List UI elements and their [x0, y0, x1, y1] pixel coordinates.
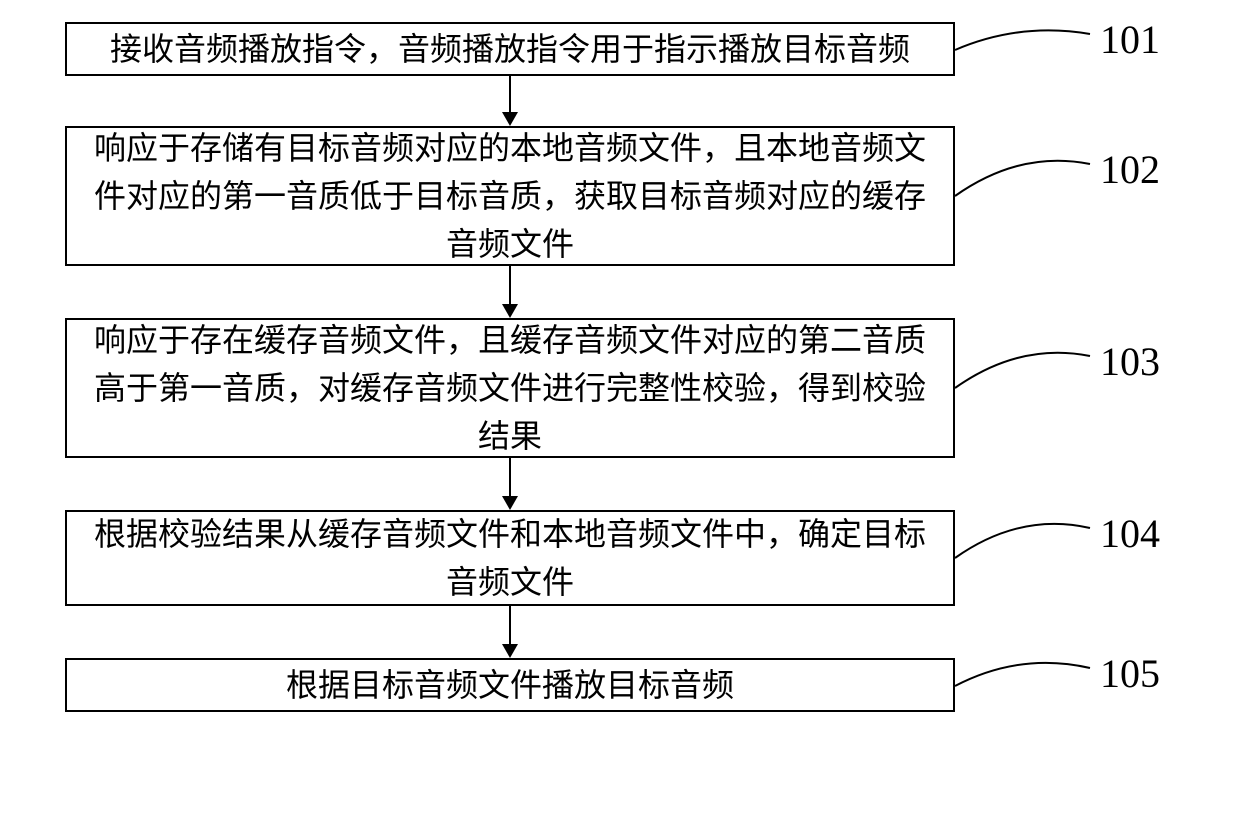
flowchart-canvas: 接收音频播放指令，音频播放指令用于指示播放目标音频 响应于存储有目标音频对应的本…	[0, 0, 1240, 820]
callout-1	[955, 30, 1090, 50]
step-label-105: 105	[1100, 650, 1160, 697]
flow-node-5-text: 根据目标音频文件播放目标音频	[286, 661, 734, 709]
flow-node-2: 响应于存储有目标音频对应的本地音频文件，且本地音频文件对应的第一音质低于目标音质…	[65, 126, 955, 266]
callout-5	[955, 663, 1090, 686]
flow-node-5: 根据目标音频文件播放目标音频	[65, 658, 955, 712]
step-label-103: 103	[1100, 338, 1160, 385]
flow-node-2-text: 响应于存储有目标音频对应的本地音频文件，且本地音频文件对应的第一音质低于目标音质…	[83, 124, 937, 268]
flow-node-1-text: 接收音频播放指令，音频播放指令用于指示播放目标音频	[110, 25, 910, 73]
flow-node-3-text: 响应于存在缓存音频文件，且缓存音频文件对应的第二音质高于第一音质，对缓存音频文件…	[83, 316, 937, 460]
callout-2	[955, 161, 1090, 196]
callout-4	[955, 524, 1090, 558]
step-label-104: 104	[1100, 510, 1160, 557]
flow-node-4: 根据校验结果从缓存音频文件和本地音频文件中，确定目标音频文件	[65, 510, 955, 606]
flow-node-1: 接收音频播放指令，音频播放指令用于指示播放目标音频	[65, 22, 955, 76]
step-label-102: 102	[1100, 146, 1160, 193]
flow-node-3: 响应于存在缓存音频文件，且缓存音频文件对应的第二音质高于第一音质，对缓存音频文件…	[65, 318, 955, 458]
step-label-101: 101	[1100, 16, 1160, 63]
callout-3	[955, 353, 1090, 388]
flow-node-4-text: 根据校验结果从缓存音频文件和本地音频文件中，确定目标音频文件	[83, 510, 937, 606]
